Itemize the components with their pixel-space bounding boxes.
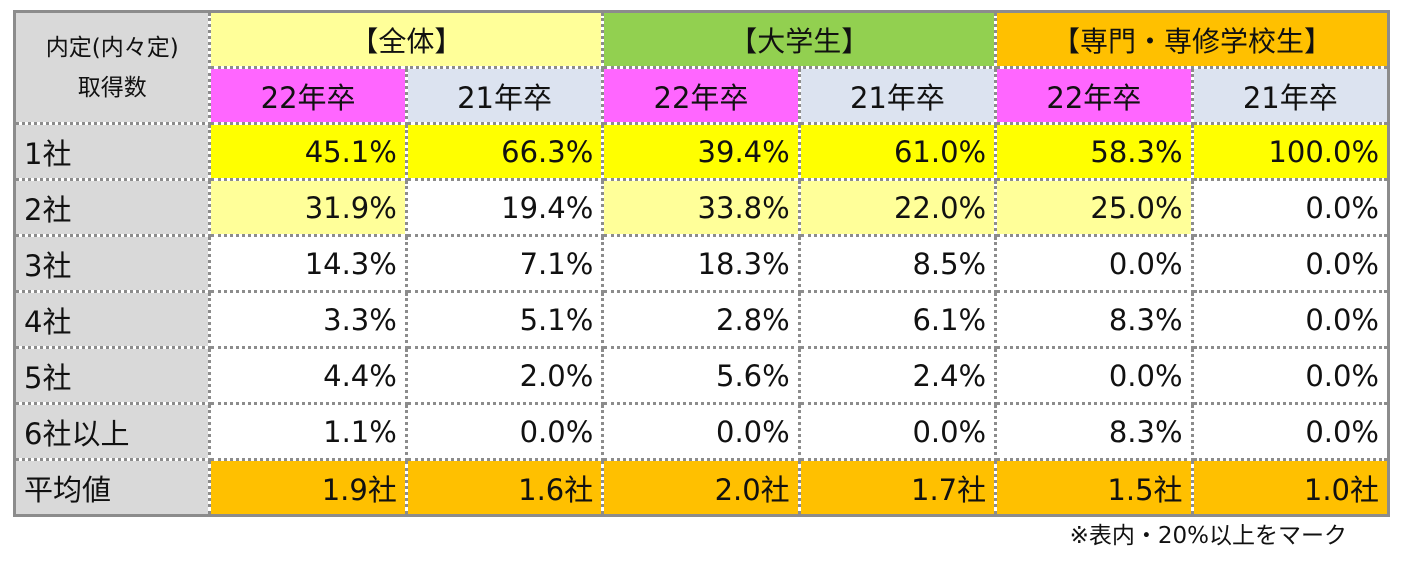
- table-cell: 0.0%: [1190, 402, 1391, 461]
- table-cell: 2.0%: [404, 346, 605, 405]
- table-cell: 0.0%: [1190, 290, 1391, 349]
- table-row: 4社 3.3% 5.1% 2.8% 6.1% 8.3% 0.0%: [12, 290, 1391, 349]
- row-label: 2社: [12, 178, 212, 237]
- table-cell: 2.4%: [797, 346, 998, 405]
- table-cell: 1.5社: [994, 458, 1194, 517]
- table-cell: 8.3%: [994, 290, 1194, 349]
- corner-header: 内定(内々定) 取得数: [12, 10, 212, 125]
- year-header-row: 22年卒 21年卒 22年卒 21年卒 22年卒 21年卒: [15, 66, 1391, 125]
- table-row: 2社 31.9% 19.4% 33.8% 22.0% 25.0% 0.0%: [12, 178, 1391, 237]
- table-cell: 33.8%: [601, 178, 801, 237]
- offer-count-table: 内定(内々定) 取得数 【全体】 【大学生】 【専門・専修学校生】 22年卒 2…: [12, 10, 1391, 517]
- table-cell: 1.9社: [208, 458, 408, 517]
- table-cell: 0.0%: [1190, 346, 1391, 405]
- table-cell: 19.4%: [404, 178, 605, 237]
- table-cell: 0.0%: [404, 402, 605, 461]
- table-cell: 1.6社: [404, 458, 605, 517]
- year-header: 22年卒: [994, 66, 1194, 125]
- table-cell: 39.4%: [601, 122, 801, 181]
- table-cell: 8.5%: [797, 234, 998, 293]
- year-header: 21年卒: [1190, 66, 1391, 125]
- table-cell: 0.0%: [601, 402, 801, 461]
- row-label: 平均値: [12, 458, 212, 517]
- table-cell: 6.1%: [797, 290, 998, 349]
- table-cell: 1.0社: [1190, 458, 1391, 517]
- footnote: ※表内・20%以上をマーク: [1069, 523, 1347, 549]
- table-cell: 1.7社: [797, 458, 998, 517]
- table-cell: 0.0%: [994, 234, 1194, 293]
- table-row: 5社 4.4% 2.0% 5.6% 2.4% 0.0% 0.0%: [12, 346, 1391, 405]
- year-header: 21年卒: [797, 66, 998, 125]
- table-row: 6社以上 1.1% 0.0% 0.0% 0.0% 8.3% 0.0%: [12, 402, 1391, 461]
- table-cell: 18.3%: [601, 234, 801, 293]
- table-cell: 2.0社: [601, 458, 801, 517]
- row-label: 5社: [12, 346, 212, 405]
- table-cell: 0.0%: [1190, 234, 1391, 293]
- group-header-row: 内定(内々定) 取得数 【全体】 【大学生】 【専門・専修学校生】: [12, 10, 1390, 125]
- year-header: 21年卒: [404, 66, 605, 125]
- table-cell: 25.0%: [994, 178, 1194, 237]
- table-cell: 1.1%: [208, 402, 408, 461]
- table-cell: 31.9%: [208, 178, 408, 237]
- table-cell: 45.1%: [208, 122, 408, 181]
- table-cell: 7.1%: [404, 234, 605, 293]
- table-row: 1社 45.1% 66.3% 39.4% 61.0% 58.3% 100.0%: [12, 122, 1391, 181]
- table-cell: 100.0%: [1190, 122, 1391, 181]
- table-cell: 5.6%: [601, 346, 801, 405]
- table-cell: 0.0%: [797, 402, 998, 461]
- table-cell: 3.3%: [208, 290, 408, 349]
- table-cell: 66.3%: [404, 122, 605, 181]
- table-cell: 5.1%: [404, 290, 605, 349]
- table-cell: 14.3%: [208, 234, 408, 293]
- year-header: 22年卒: [208, 66, 408, 125]
- row-label: 3社: [12, 234, 212, 293]
- row-label: 1社: [12, 122, 212, 181]
- row-label: 6社以上: [12, 402, 212, 461]
- corner-header-line2: 取得数: [77, 74, 147, 101]
- year-header: 22年卒: [601, 66, 801, 125]
- table-cell: 0.0%: [994, 346, 1194, 405]
- table-cell: 22.0%: [797, 178, 998, 237]
- table-cell: 2.8%: [601, 290, 801, 349]
- table-cell: 4.4%: [208, 346, 408, 405]
- table-cell: 58.3%: [994, 122, 1194, 181]
- table-row: 3社 14.3% 7.1% 18.3% 8.5% 0.0% 0.0%: [12, 234, 1391, 293]
- table-cell: 61.0%: [797, 122, 998, 181]
- corner-header-line1: 内定(内々定): [45, 34, 179, 61]
- table-cell: 8.3%: [994, 402, 1194, 461]
- group-header-university: 【大学生】: [601, 10, 998, 69]
- group-header-all: 【全体】: [208, 10, 605, 69]
- table-cell: 0.0%: [1190, 178, 1391, 237]
- average-row: 平均値 1.9社 1.6社 2.0社 1.7社 1.5社 1.0社: [12, 458, 1391, 517]
- row-label: 4社: [12, 290, 212, 349]
- group-header-vocational: 【専門・専修学校生】: [994, 10, 1390, 69]
